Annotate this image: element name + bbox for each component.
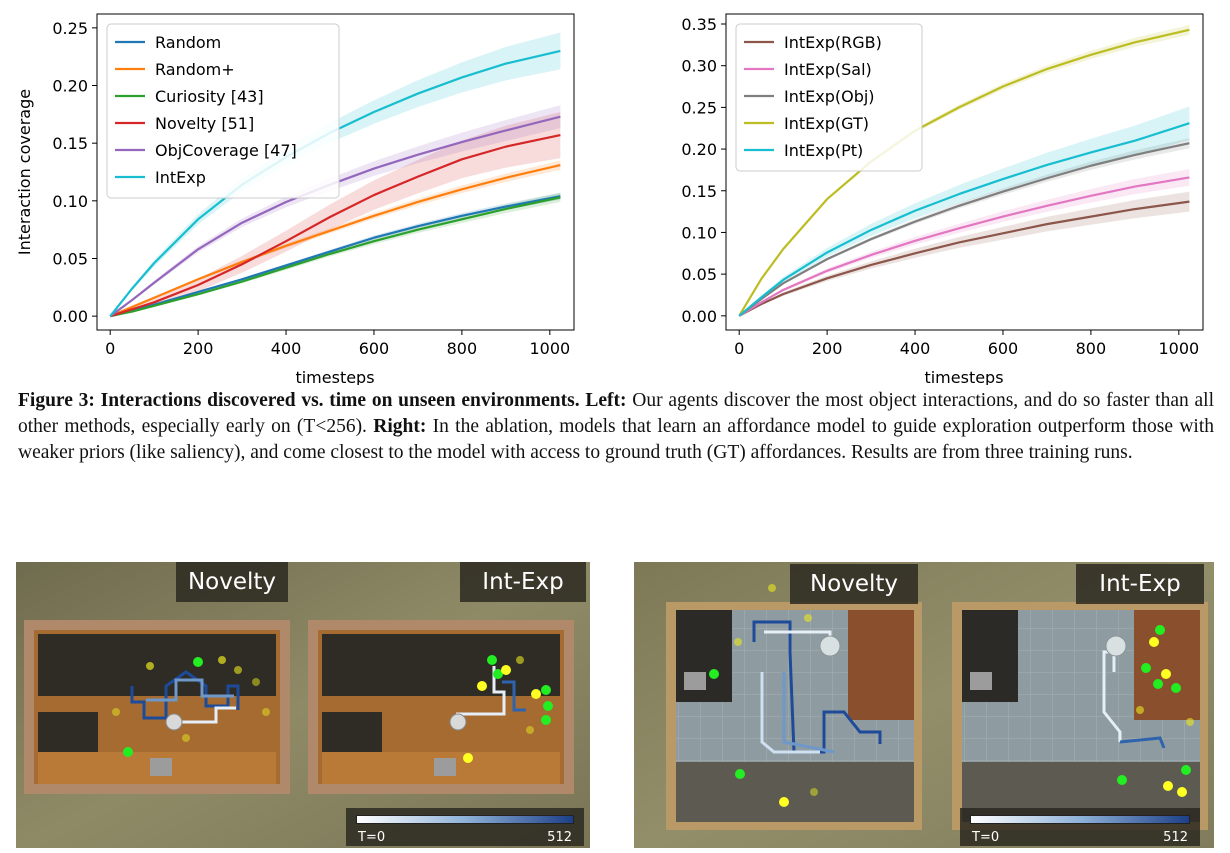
right-x-tick-label: 0 — [734, 339, 744, 358]
left-x-tick-label: 200 — [183, 339, 214, 358]
left-y-tick-label: 0.05 — [52, 249, 88, 268]
figure-title: Interactions discovered vs. time on unse… — [100, 390, 580, 411]
right-series-line-3 — [738, 28, 1190, 317]
right-y-tick-label: 0.30 — [681, 57, 717, 76]
left-label: Left: — [585, 390, 627, 411]
right-y-tick-label: 0.15 — [681, 182, 717, 201]
left-legend-label-2: Curiosity [43] — [155, 87, 264, 106]
left-legend-label-1: Random+ — [155, 60, 235, 79]
colorbar-min-label: T=0 — [358, 830, 386, 845]
colorbar-max-label: 512 — [547, 830, 572, 845]
right-text: In the ablation, models that learn an af… — [18, 416, 1214, 463]
left-legend-label-4: ObjCoverage [47] — [155, 141, 297, 160]
right-band-0 — [739, 191, 1190, 316]
figure-label: Figure 3: — [18, 390, 95, 411]
right-y-ticks: 0.00 0.05 0.10 0.15 0.20 0.25 0.30 0.35 — [681, 15, 726, 326]
right-series-line-2 — [738, 142, 1190, 317]
left-x-axis-label: timesteps — [295, 368, 374, 385]
right-x-tick-label: 200 — [812, 339, 843, 358]
right-y-tick-label: 0.00 — [681, 307, 717, 326]
colorbar-min-label: T=0 — [972, 830, 1000, 845]
left-x-ticks: 0 200 400 600 800 1000 — [105, 330, 570, 358]
right-lines — [738, 28, 1190, 317]
left-x-tick-label: 400 — [271, 339, 302, 358]
kitchen-wood-scene — [16, 562, 590, 848]
left-y-tick-label: 0.00 — [52, 307, 88, 326]
left-legend-label-3: Novelty [51] — [155, 114, 254, 133]
colorbar-right: T=0 512 — [960, 808, 1200, 846]
right-legend-label-3: IntExp(GT) — [784, 114, 869, 133]
figure-caption: Figure 3: Interactions discovered vs. ti… — [18, 388, 1214, 466]
colorbar-gradient — [970, 815, 1190, 824]
left-x-tick-label: 1000 — [529, 339, 570, 358]
right-y-tick-label: 0.25 — [681, 98, 717, 117]
left-legend-label-5: IntExp — [155, 168, 206, 187]
colorbar-gradient — [356, 815, 574, 824]
left-series-line-1 — [109, 164, 561, 318]
right-legend: IntExp(RGB) IntExp(Sal) IntExp(Obj) IntExp(… — [735, 23, 923, 172]
left-series-line-0 — [109, 195, 561, 318]
left-series-line-2 — [109, 196, 561, 318]
right-plot-frame — [725, 13, 1204, 331]
left-series-line-3 — [109, 134, 561, 318]
right-y-tick-label: 0.35 — [681, 15, 717, 34]
left-y-tick-label: 0.20 — [52, 77, 88, 96]
chart-right: 0 200 400 600 800 1000 0.000.050.100.150.200.… — [681, 13, 1204, 385]
left-plot-frame — [96, 13, 575, 331]
left-y-tick-label: 0.25 — [52, 19, 88, 38]
right-y-tick-label: 0.10 — [681, 223, 717, 242]
right-label: Right: — [373, 416, 427, 437]
right-band-4 — [739, 106, 1190, 316]
right-legend-label-2: IntExp(Obj) — [784, 87, 875, 106]
right-band-1 — [739, 169, 1190, 316]
right-series-line-4 — [738, 122, 1190, 317]
kitchen-tile-scene — [634, 562, 1214, 848]
right-series-line-0 — [738, 200, 1190, 317]
chart-left: 0 200 400 600 800 1000 0.000.050.100.150.200.… — [15, 13, 575, 385]
colorbar-left: T=0 512 — [346, 808, 584, 846]
label-novelty-left: Novelty — [176, 562, 288, 602]
left-y-axis-label: Interaction coverage — [15, 89, 34, 255]
left-x-tick-label: 600 — [359, 339, 390, 358]
trajectory-panel-kitchen-wood: Novelty Int-Exp T=0 512 — [16, 562, 590, 848]
left-y-tick-label: 0.15 — [52, 134, 88, 153]
right-legend-label-1: IntExp(Sal) — [784, 60, 872, 79]
left-y-tick-label: 0.10 — [52, 192, 88, 211]
right-y-tick-label: 0.05 — [681, 265, 717, 284]
right-legend-box — [735, 23, 923, 172]
right-x-tick-label: 600 — [988, 339, 1019, 358]
right-x-tick-label: 1000 — [1158, 339, 1199, 358]
left-legend-label-0: Random — [155, 33, 221, 52]
right-bands — [739, 24, 1190, 316]
trajectory-panel-kitchen-tile: Novelty Int-Exp T=0 512 — [634, 562, 1214, 848]
left-y-ticks: 0.00 0.05 0.10 0.15 0.20 0.25 — [52, 19, 97, 326]
label-novelty-right: Novelty — [790, 564, 918, 604]
left-x-tick-label: 0 — [105, 339, 115, 358]
label-intexp-left: Int-Exp — [460, 562, 586, 602]
right-x-axis-label: timesteps — [924, 368, 1003, 385]
right-x-ticks: 0 200 400 600 800 1000 — [734, 330, 1199, 358]
left-legend: Random Random+ Curiosity [43] Novelty [51] O… — [106, 23, 340, 199]
right-legend-label-0: IntExp(RGB) — [784, 33, 882, 52]
left-band-4 — [110, 105, 561, 317]
left-legend-box — [106, 23, 340, 199]
right-y-tick-label: 0.20 — [681, 140, 717, 159]
right-x-tick-label: 400 — [900, 339, 931, 358]
right-band-2 — [739, 138, 1190, 316]
right-legend-label-4: IntExp(Pt) — [784, 141, 863, 160]
right-x-tick-label: 800 — [1076, 339, 1107, 358]
right-series-line-1 — [738, 176, 1190, 317]
left-lines — [109, 49, 561, 318]
label-intexp-right: Int-Exp — [1076, 564, 1204, 604]
colorbar-max-label: 512 — [1163, 830, 1188, 845]
left-text: Our agents discover the most object inte… — [18, 390, 1214, 437]
left-x-tick-label: 800 — [447, 339, 478, 358]
